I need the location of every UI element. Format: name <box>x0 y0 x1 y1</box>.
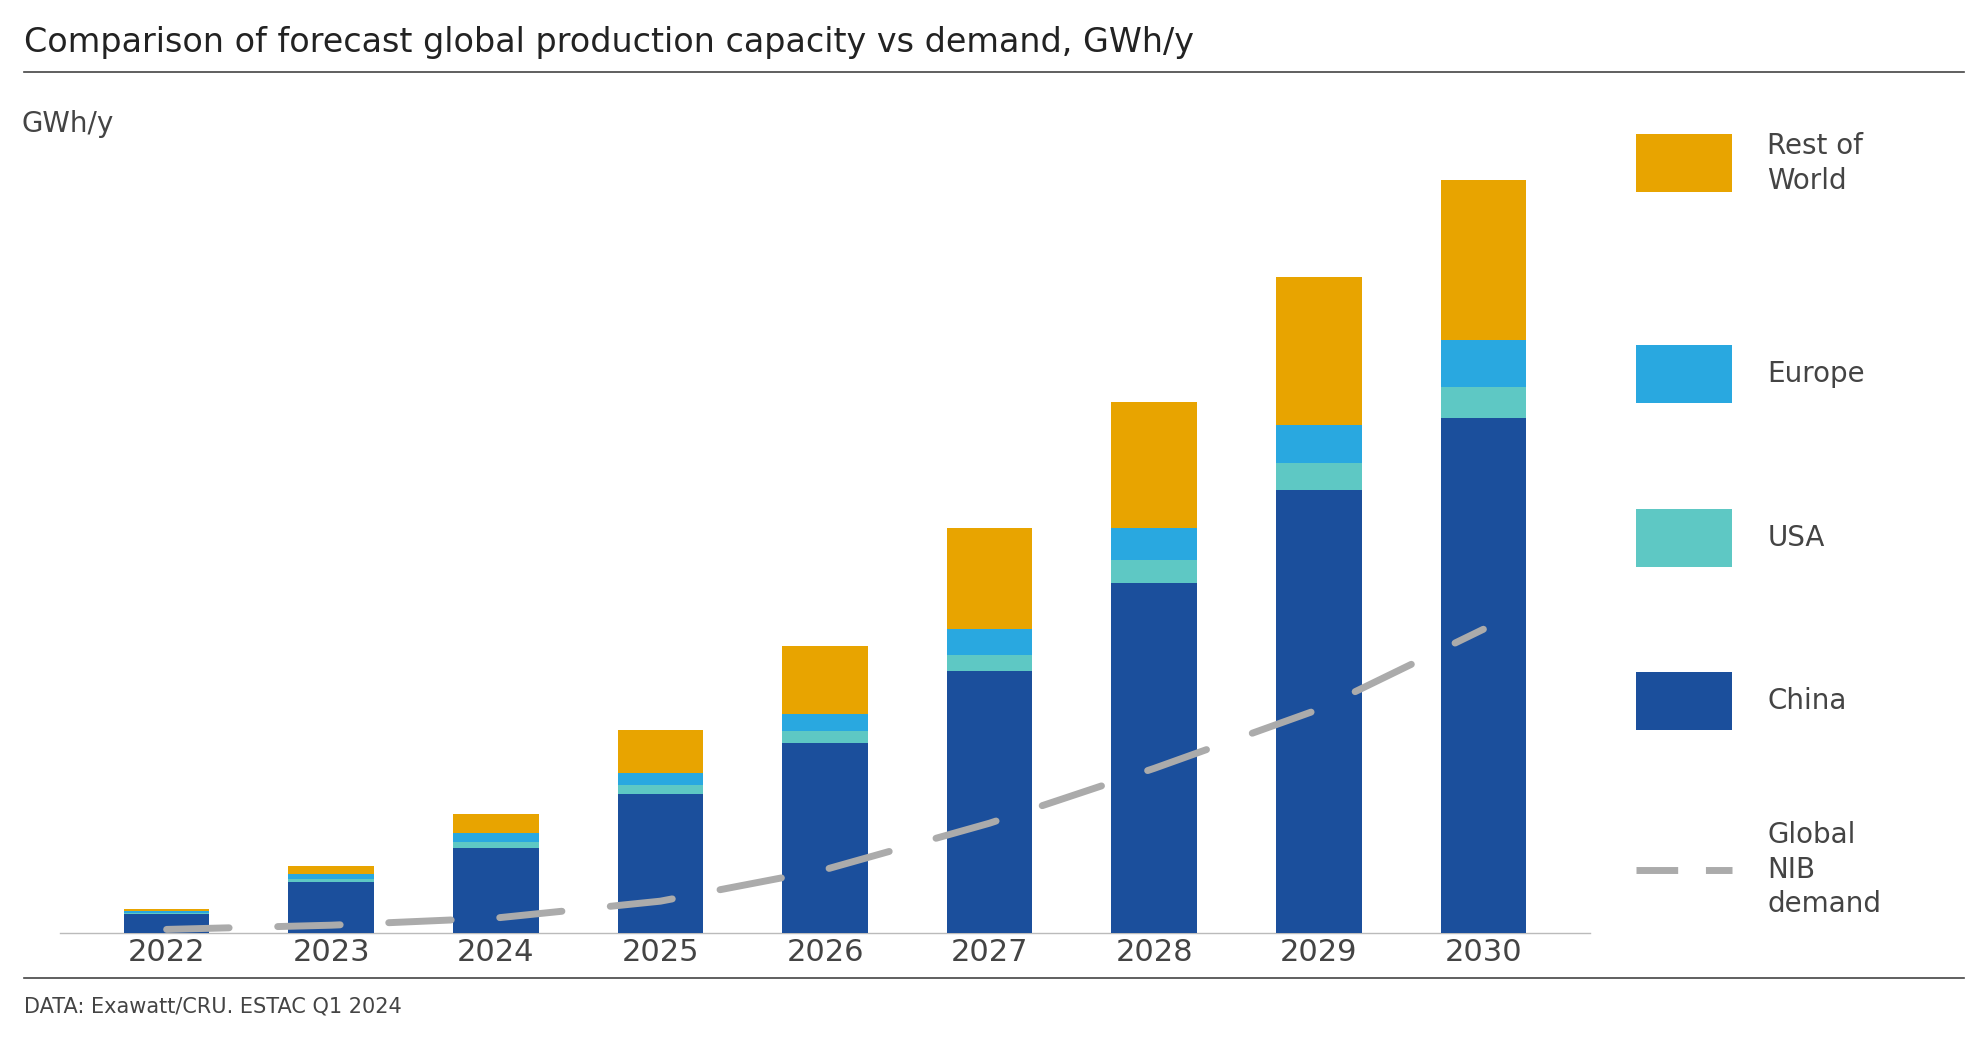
Text: DATA: Exawatt/CRU. ESTAC Q1 2024: DATA: Exawatt/CRU. ESTAC Q1 2024 <box>24 996 402 1016</box>
Text: Comparison of forecast global production capacity vs demand, GWh/y: Comparison of forecast global production… <box>24 26 1195 59</box>
Bar <box>1111 583 1197 933</box>
Bar <box>781 731 869 743</box>
Bar <box>781 646 869 714</box>
Bar <box>781 714 869 731</box>
Bar <box>1441 418 1527 933</box>
Bar <box>453 848 539 933</box>
Text: Europe: Europe <box>1767 360 1865 388</box>
Bar <box>1441 387 1527 418</box>
Bar <box>123 909 209 911</box>
Bar <box>453 842 539 848</box>
Bar <box>123 911 209 913</box>
Bar <box>1441 180 1527 340</box>
Bar <box>618 730 704 773</box>
Bar <box>1111 528 1197 560</box>
Bar <box>781 743 869 933</box>
Bar <box>1111 402 1197 528</box>
Text: Rest of
World: Rest of World <box>1767 132 1863 195</box>
Bar <box>946 671 1032 933</box>
Bar <box>288 879 374 882</box>
Bar <box>1276 490 1362 933</box>
Bar <box>453 814 539 833</box>
Bar <box>946 655 1032 671</box>
Bar <box>1276 425 1362 463</box>
Bar <box>123 914 209 933</box>
Bar <box>123 913 209 914</box>
Bar <box>1111 560 1197 583</box>
Text: China: China <box>1767 687 1847 715</box>
Bar <box>288 874 374 879</box>
Bar <box>288 866 374 874</box>
Bar <box>1441 340 1527 387</box>
Text: GWh/y: GWh/y <box>22 110 113 138</box>
Bar <box>288 882 374 933</box>
Bar <box>1276 463 1362 490</box>
Bar <box>946 629 1032 655</box>
Bar <box>618 785 704 794</box>
Bar <box>946 528 1032 629</box>
Bar <box>618 773 704 785</box>
Text: USA: USA <box>1767 524 1825 551</box>
Bar <box>618 794 704 933</box>
Bar <box>1276 277 1362 425</box>
Text: Global
NIB
demand: Global NIB demand <box>1767 821 1881 918</box>
Bar <box>453 833 539 842</box>
